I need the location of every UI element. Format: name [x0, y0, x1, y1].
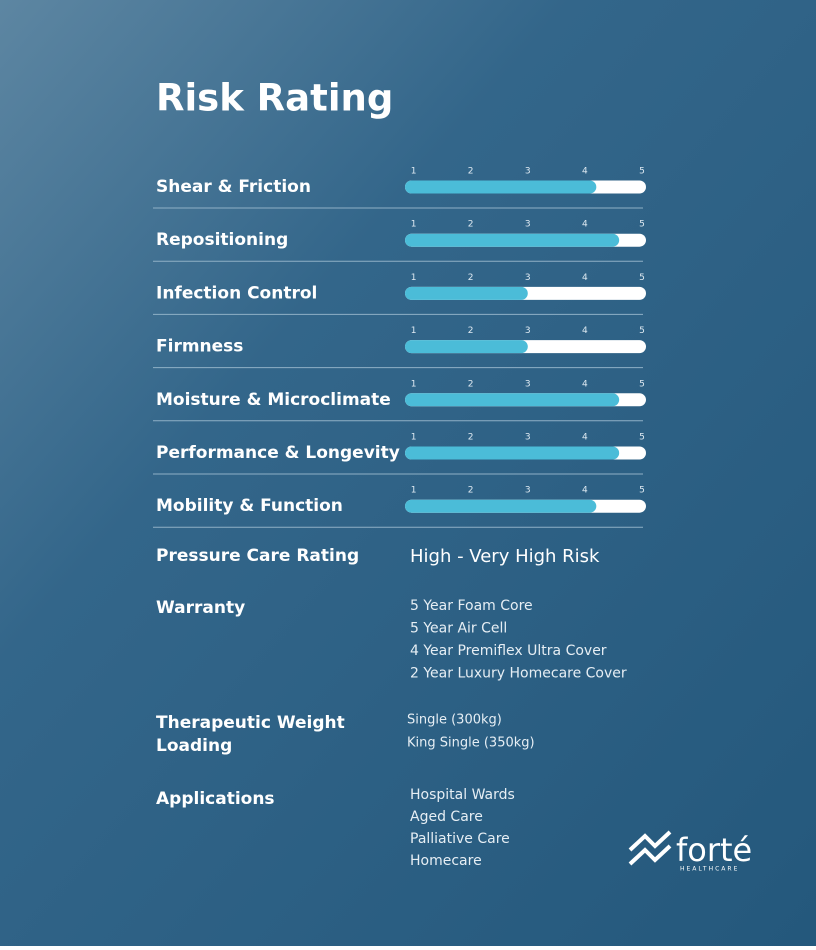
- bar: [405, 393, 620, 407]
- x-tick-label: 5: [639, 220, 645, 230]
- x-tick-label: 2: [468, 167, 474, 177]
- weight-list: Single (300kg) King Single (350kg): [407, 713, 535, 751]
- bar: [405, 180, 597, 194]
- list-item: 4 Year Premiflex Ultra Cover: [410, 643, 607, 659]
- x-tick-label: 1: [411, 433, 417, 443]
- bar: [405, 286, 528, 300]
- x-tick-label: 2: [468, 486, 474, 496]
- list-item: Single (300kg): [407, 713, 502, 728]
- x-tick-label: 3: [525, 220, 531, 230]
- bar: [405, 499, 597, 513]
- x-tick-label: 1: [411, 167, 417, 177]
- logo: forté HEALTHCARE: [628, 830, 752, 873]
- bar: [405, 340, 528, 354]
- x-tick-label: 4: [582, 433, 588, 443]
- x-tick-label: 5: [639, 326, 645, 336]
- pressure-label: Pressure Care Rating: [156, 546, 359, 566]
- list-item: 5 Year Air Cell: [410, 621, 507, 637]
- x-tick-label: 3: [525, 379, 531, 389]
- x-tick-label: 5: [639, 433, 645, 443]
- x-tick-label: 1: [411, 326, 417, 336]
- list-item: Palliative Care: [410, 831, 510, 847]
- row-label: Moisture & Microclimate: [156, 390, 391, 410]
- x-tick-label: 4: [582, 273, 588, 283]
- title: Risk Rating: [156, 77, 393, 120]
- x-tick-label: 5: [639, 167, 645, 177]
- weight-label: Therapeutic Weight: [156, 713, 345, 733]
- x-tick-label: 1: [411, 220, 417, 230]
- x-tick-label: 2: [468, 220, 474, 230]
- x-tick-label: 3: [525, 433, 531, 443]
- list-item: Homecare: [410, 853, 482, 869]
- x-tick-label: 1: [411, 379, 417, 389]
- pressure-value: High - Very High Risk: [410, 546, 600, 567]
- x-tick-label: 2: [468, 273, 474, 283]
- logo-icon: [628, 830, 672, 866]
- list-item: 5 Year Foam Core: [410, 598, 533, 614]
- logo-name: forté: [676, 831, 752, 869]
- applications-list: Hospital Wards Aged Care Palliative Care Ho…: [410, 787, 515, 869]
- x-tick-label: 3: [525, 273, 531, 283]
- x-tick-label: 5: [639, 486, 645, 496]
- weight-label: Loading: [156, 736, 232, 756]
- row-label: Repositioning: [156, 230, 288, 250]
- row-label: Performance & Longevity: [156, 443, 400, 463]
- x-tick-label: 2: [468, 433, 474, 443]
- rating-rows: Shear & Friction 1 2 3 4 5 Repositioning 1 2 3 4 5 I…: [153, 167, 646, 528]
- bar: [405, 233, 620, 247]
- x-tick-label: 4: [582, 486, 588, 496]
- row-label: Shear & Friction: [156, 177, 311, 197]
- bar: [405, 446, 620, 460]
- list-item: 2 Year Luxury Homecare Cover: [410, 666, 627, 682]
- x-tick-label: 1: [411, 486, 417, 496]
- x-tick-label: 1: [411, 273, 417, 283]
- x-tick-label: 4: [582, 167, 588, 177]
- list-item: Aged Care: [410, 809, 483, 825]
- x-tick-label: 4: [582, 220, 588, 230]
- x-tick-label: 4: [582, 326, 588, 336]
- warranty-list: 5 Year Foam Core 5 Year Air Cell 4 Year Pr…: [410, 598, 627, 682]
- row-label: Infection Control: [156, 283, 317, 303]
- x-tick-label: 3: [525, 486, 531, 496]
- x-tick-label: 5: [639, 379, 645, 389]
- list-item: King Single (350kg): [407, 736, 535, 751]
- applications-label: Applications: [156, 789, 275, 809]
- row-label: Firmness: [156, 337, 243, 357]
- x-tick-label: 2: [468, 379, 474, 389]
- list-item: Hospital Wards: [410, 787, 515, 803]
- row-label: Mobility & Function: [156, 496, 343, 516]
- logo-sub: HEALTHCARE: [680, 866, 739, 873]
- x-tick-label: 3: [525, 326, 531, 336]
- warranty-label: Warranty: [156, 598, 245, 618]
- x-tick-label: 5: [639, 273, 645, 283]
- x-tick-label: 4: [582, 379, 588, 389]
- x-tick-label: 3: [525, 167, 531, 177]
- x-tick-label: 2: [468, 326, 474, 336]
